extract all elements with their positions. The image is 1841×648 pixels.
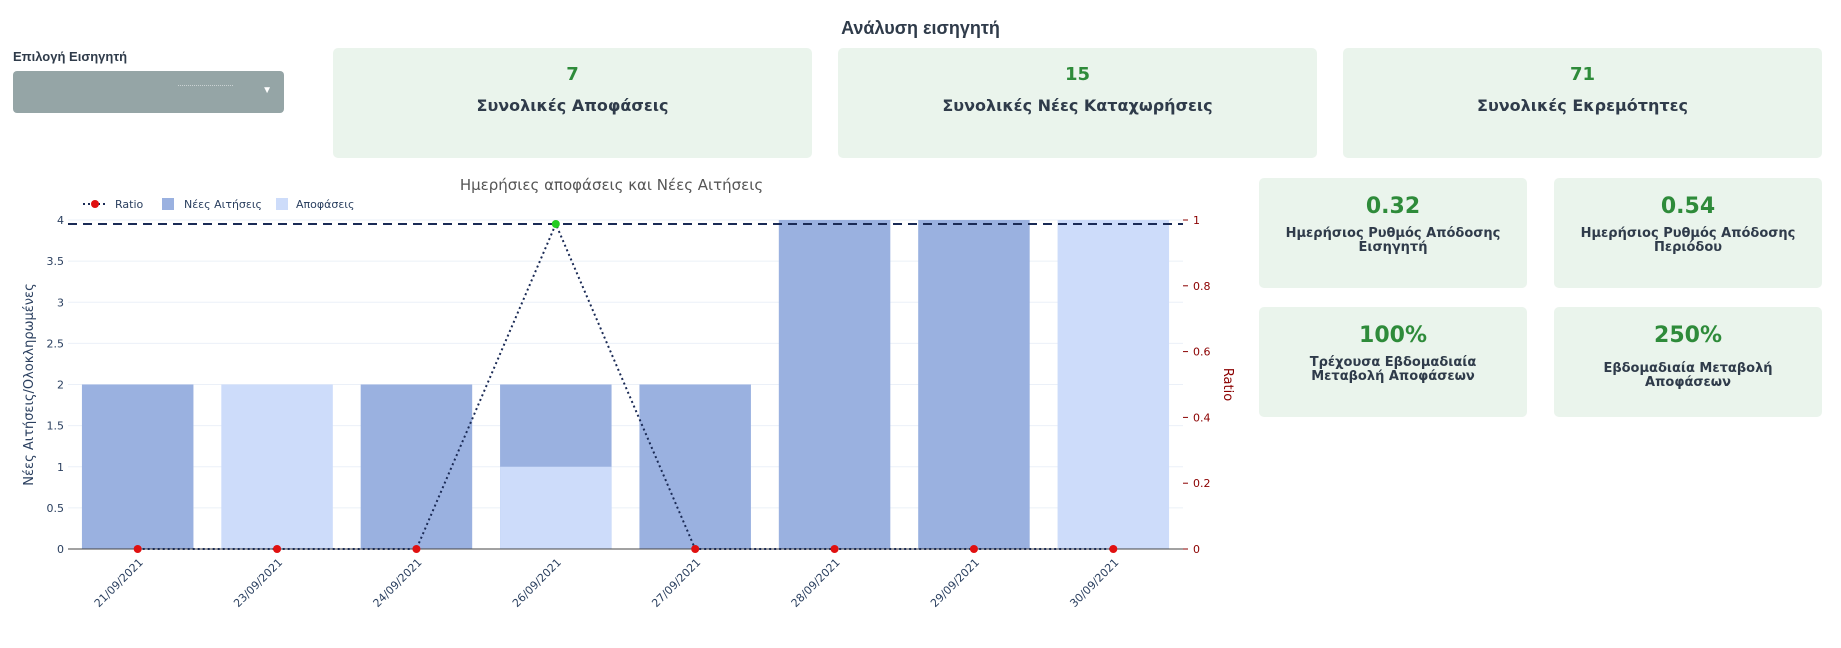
daily-decisions-chart: Ημερήσιες αποφάσεις και Νέες Αιτήσεις 0 0.… (22, 176, 1235, 610)
y-tick-label: 3 (57, 296, 64, 309)
bar-new-requests (918, 220, 1030, 549)
y2-tick-label: 0.2 (1193, 477, 1211, 490)
x-tick-label: 23/09/2021 (231, 556, 285, 610)
legend-label: Νέες Αιτήσεις (184, 198, 262, 211)
chevron-down-icon[interactable]: ▼ (262, 85, 272, 96)
kpi-value: 7 (566, 64, 579, 85)
kpi-label: Ημερήσιος Ρυθμός Απόδοσης Εισηγητή (1285, 226, 1501, 255)
rapporteur-dropdown[interactable]: ▼ (13, 71, 284, 113)
legend-ratio-marker (91, 200, 99, 208)
ratio-point (969, 545, 978, 553)
ratio-line (137, 221, 1114, 550)
y2-tick-label: 1 (1193, 214, 1200, 227)
y-tick-label: 0.5 (47, 502, 65, 515)
bar-new-requests (81, 384, 194, 549)
y-axis-label: Νέες Αιτήσεις/Ολοκληρωμένες (22, 283, 37, 485)
kpi-weekly-decision-change: 250% Εβδομαδιαία Μεταβολή Αποφάσεων (1554, 307, 1822, 417)
ratio-point (412, 545, 421, 553)
y2-tick-label: 0.4 (1193, 411, 1211, 424)
kpi-value: 100% (1359, 323, 1427, 348)
x-tick-label: 30/09/2021 (1067, 556, 1121, 610)
page-title: Ανάλυση εισηγητή (841, 18, 1000, 38)
selector-label: Επιλογή Εισηγητή (13, 49, 128, 64)
bar-decisions (500, 466, 612, 549)
x-tick-label: 26/09/2021 (510, 556, 564, 610)
y-tick-label: 1.5 (47, 420, 65, 433)
legend-label: Αποφάσεις (296, 198, 354, 211)
legend-new-requests-swatch (162, 198, 174, 210)
kpi-value: 15 (1064, 64, 1091, 85)
x-tick-label: 24/09/2021 (371, 556, 425, 610)
ratio-point (691, 545, 700, 553)
kpi-total-new-entries: 15 Συνολικές Νέες Καταχωρήσεις (838, 48, 1317, 158)
ratio-point (133, 545, 142, 553)
kpi-daily-rate-rapporteur: 0.32 Ημερήσιος Ρυθμός Απόδοσης Εισηγητή (1259, 178, 1527, 288)
x-tick-label: 27/09/2021 (649, 556, 703, 610)
kpi-label: Συνολικές Εκρεμότητες (1477, 96, 1688, 115)
y-tick-label: 0 (57, 543, 64, 556)
kpi-total-pending: 71 Συνολικές Εκρεμότητες (1343, 48, 1822, 158)
kpi-daily-rate-period: 0.54 Ημερήσιος Ρυθμός Απόδοσης Περιόδου (1554, 178, 1822, 288)
kpi-value: 71 (1569, 64, 1596, 85)
y-tick-label: 2 (57, 379, 64, 392)
ratio-point (273, 545, 282, 553)
legend-label: Ratio (115, 198, 144, 211)
y2-tick-label: 0.8 (1193, 280, 1211, 293)
ratio-point (551, 220, 560, 228)
bar-decisions (221, 384, 333, 549)
y2-tick-label: 0.6 (1193, 346, 1211, 359)
bar-new-requests (360, 384, 473, 549)
x-tick-label: 28/09/2021 (789, 556, 843, 610)
kpi-label: Συνολικές Αποφάσεις (476, 96, 669, 115)
kpi-label: Τρέχουσα Εβδομαδιαία Μεταβολή Αποφάσεων (1309, 355, 1477, 384)
kpi-label: Συνολικές Νέες Καταχωρήσεις (942, 96, 1213, 115)
kpi-label: Ημερήσιος Ρυθμός Απόδοσης Περιόδου (1580, 226, 1796, 255)
kpi-label: Εβδομαδιαία Μεταβολή Αποφάσεων (1603, 361, 1773, 390)
kpi-value: 0.54 (1660, 194, 1716, 219)
y2-axis-label: Ratio (1220, 368, 1235, 401)
y-tick-label: 3.5 (47, 255, 65, 268)
y2-tick-label: 0 (1193, 543, 1200, 556)
ratio-point (1109, 545, 1118, 553)
bar-new-requests (778, 220, 891, 549)
ratio-point (830, 545, 839, 553)
legend-decisions-swatch (276, 198, 288, 210)
bar-decisions (1057, 220, 1170, 549)
kpi-value: 0.32 (1365, 194, 1421, 219)
y-tick-label: 4 (57, 214, 64, 227)
kpi-value: 250% (1654, 323, 1722, 348)
y-tick-label: 1 (57, 461, 64, 474)
x-tick-label: 21/09/2021 (92, 556, 146, 610)
x-tick-label: 29/09/2021 (928, 556, 982, 610)
y-tick-label: 2.5 (47, 337, 65, 350)
bar-new-requests (639, 384, 751, 549)
dropdown-placeholder-mark (178, 85, 233, 89)
chart-title: Ημερήσιες αποφάσεις και Νέες Αιτήσεις (460, 176, 763, 194)
kpi-total-decisions: 7 Συνολικές Αποφάσεις (333, 48, 812, 158)
kpi-current-weekly-change: 100% Τρέχουσα Εβδομαδιαία Μεταβολή Αποφά… (1259, 307, 1527, 417)
